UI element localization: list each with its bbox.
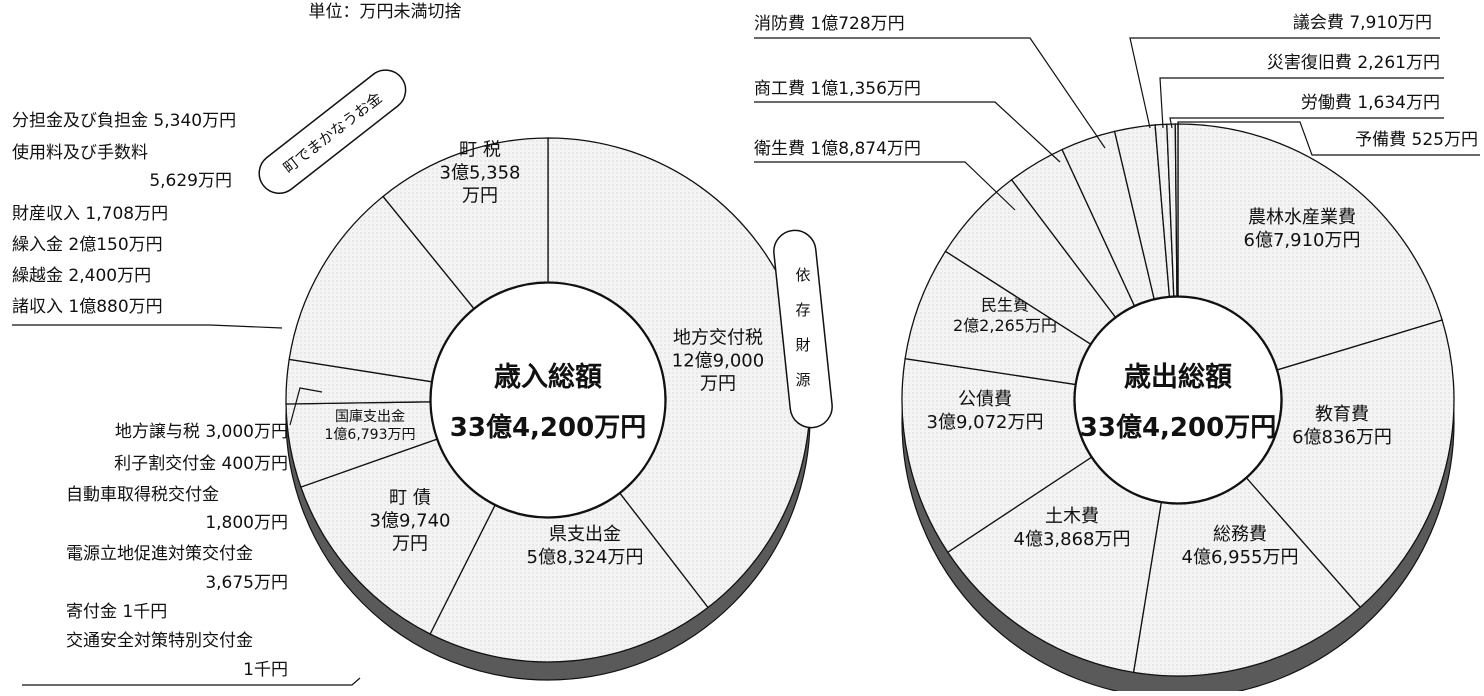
revenue-label: 使用料及び手数料: [12, 142, 148, 163]
callout-shoko: 商工費 1億1,356万円: [754, 79, 921, 99]
leader-line: [289, 387, 323, 426]
slice-label: 3億9,740: [370, 510, 451, 531]
revenue-label: 諸収入 1億880万円: [12, 297, 163, 317]
leader-line: [1169, 117, 1444, 129]
band-depend-char: 存: [795, 301, 810, 319]
slice-label: 3億5,358: [440, 162, 521, 183]
callout-eisei: 衛生費 1億8,874万円: [754, 139, 921, 159]
pie-slice-yobi: [1174, 123, 1179, 297]
leader-lines: [12, 324, 361, 686]
band-depend-char: 財: [795, 336, 810, 354]
callout-saigai: 災害復旧費 2,261万円: [1267, 53, 1440, 73]
pie-slice-kosai: [901, 357, 1093, 554]
slice-label: 2億2,265万円: [953, 316, 1057, 335]
slice-label: 土木費: [1045, 506, 1099, 527]
leader-line: [12, 324, 283, 329]
slice-label: 4億3,868万円: [1014, 529, 1131, 550]
slice-label: 民生費: [981, 295, 1029, 314]
slice-label: 県支出金: [549, 524, 621, 545]
slice-label: 町 債: [389, 487, 431, 508]
pie-center-hole: [1074, 296, 1282, 504]
slice-label: 総務費: [1213, 524, 1267, 545]
revenue-misc-labels: 地方譲与税 3,000万円 利子割交付金 400万円 自動車取得税交付金 1,8…: [66, 422, 288, 680]
unit-note: 単位：万円未満切捨: [309, 2, 462, 22]
center-total: 33億4,200万円: [450, 413, 646, 443]
center-title: 歳入総額: [494, 361, 602, 393]
slice-label: 6億836万円: [1292, 427, 1392, 448]
revenue-label: 3,675万円: [205, 573, 288, 593]
revenue-label: 利子割交付金 400万円: [114, 454, 288, 474]
revenue-label: 繰越金 2,400万円: [12, 266, 151, 286]
slice-label: 農林水産業費: [1248, 207, 1356, 228]
pie-slice-chozei: [382, 137, 549, 310]
revenue-label: 5,629万円: [149, 171, 232, 191]
callout-rodo: 労働費 1,634万円: [1301, 93, 1440, 113]
revenue-label: 寄付金 1千円: [66, 602, 167, 622]
slice-label: 万円: [392, 533, 428, 554]
leader-line: [22, 677, 361, 686]
pie-slice-others: [288, 195, 475, 383]
slice-label: 12億9,000: [672, 350, 764, 371]
slice-label: 3億9,072万円: [927, 412, 1044, 433]
expenditure-callouts: 消防費 1億728万円 商工費 1億1,356万円 衛生費 1億8,874万円 …: [754, 13, 1478, 159]
revenue-label: 交通安全対策特別交付金: [66, 631, 253, 651]
center-total: 33億4,200万円: [1080, 413, 1276, 443]
callout-shobo: 消防費 1億728万円: [754, 14, 905, 34]
callout-yobi: 予備費 525万円: [1355, 130, 1478, 150]
slice-label: 教育費: [1315, 404, 1369, 425]
band-depend-char: 源: [795, 371, 810, 389]
slice-label: 4億6,955万円: [1182, 547, 1299, 568]
slice-label: 公債費: [958, 389, 1012, 410]
leader-line: [754, 161, 1016, 211]
band-own-label: 町でまかなうお金: [280, 89, 386, 177]
pie-slice-ken: [429, 492, 709, 663]
pie-slice-somu: [1132, 477, 1362, 677]
leader-line: [754, 101, 1061, 163]
callout-leaders: [754, 37, 1480, 211]
band-depend-char: 依: [795, 266, 810, 284]
slice-label: 地方交付税: [673, 327, 763, 348]
revenue-label: 自動車取得税交付金: [66, 485, 219, 505]
pie-slice-chiho_kofu: [547, 137, 811, 609]
center-title: 歳出総額: [1124, 361, 1232, 393]
revenue-label: 電源立地促進対策交付金: [66, 544, 253, 564]
revenue-label: 1,800万円: [205, 513, 288, 533]
revenue-label: 繰入金 2億150万円: [12, 235, 163, 255]
band-depend-shape: [773, 229, 833, 429]
leader-line: [1159, 77, 1444, 129]
slice-label: 1億6,793万円: [325, 427, 416, 443]
pie-slice-chosai: [300, 438, 496, 635]
revenue-label: 1千円: [243, 660, 288, 680]
leader-line: [754, 37, 1106, 149]
pie-slice-norin: [1177, 123, 1443, 371]
slice-label: 万円: [700, 373, 736, 394]
leader-line: [1177, 121, 1480, 156]
slice-label: 6億7,910万円: [1244, 230, 1361, 251]
pie-slice-doboku: [946, 456, 1162, 674]
revenue-label: 地方譲与税 3,000万円: [115, 422, 288, 442]
band-dependent-revenue: 依 存 財 源: [773, 229, 833, 429]
slice-label: 5億8,324万円: [527, 547, 644, 568]
slice-label: 町 税: [459, 139, 501, 160]
revenue-other-sources-labels: 分担金及び負担金 5,340万円 使用料及び手数料 5,629万円 財産収入 1…: [12, 111, 236, 317]
pie-center-hole: [430, 282, 666, 518]
revenue-label: 財産収入 1,708万円: [12, 204, 168, 224]
pie-slice-kyoiku: [1245, 319, 1455, 609]
slice-label: 国庫支出金: [335, 408, 405, 425]
slice-label: 万円: [462, 185, 498, 206]
callout-gikai: 議会費 7,910万円: [1293, 13, 1432, 33]
band-own-shape: [258, 69, 407, 194]
revenue-label: 分担金及び負担金 5,340万円: [12, 111, 236, 131]
leader-line: [1129, 37, 1440, 129]
band-own-revenue: 町でまかなうお金: [258, 69, 407, 194]
